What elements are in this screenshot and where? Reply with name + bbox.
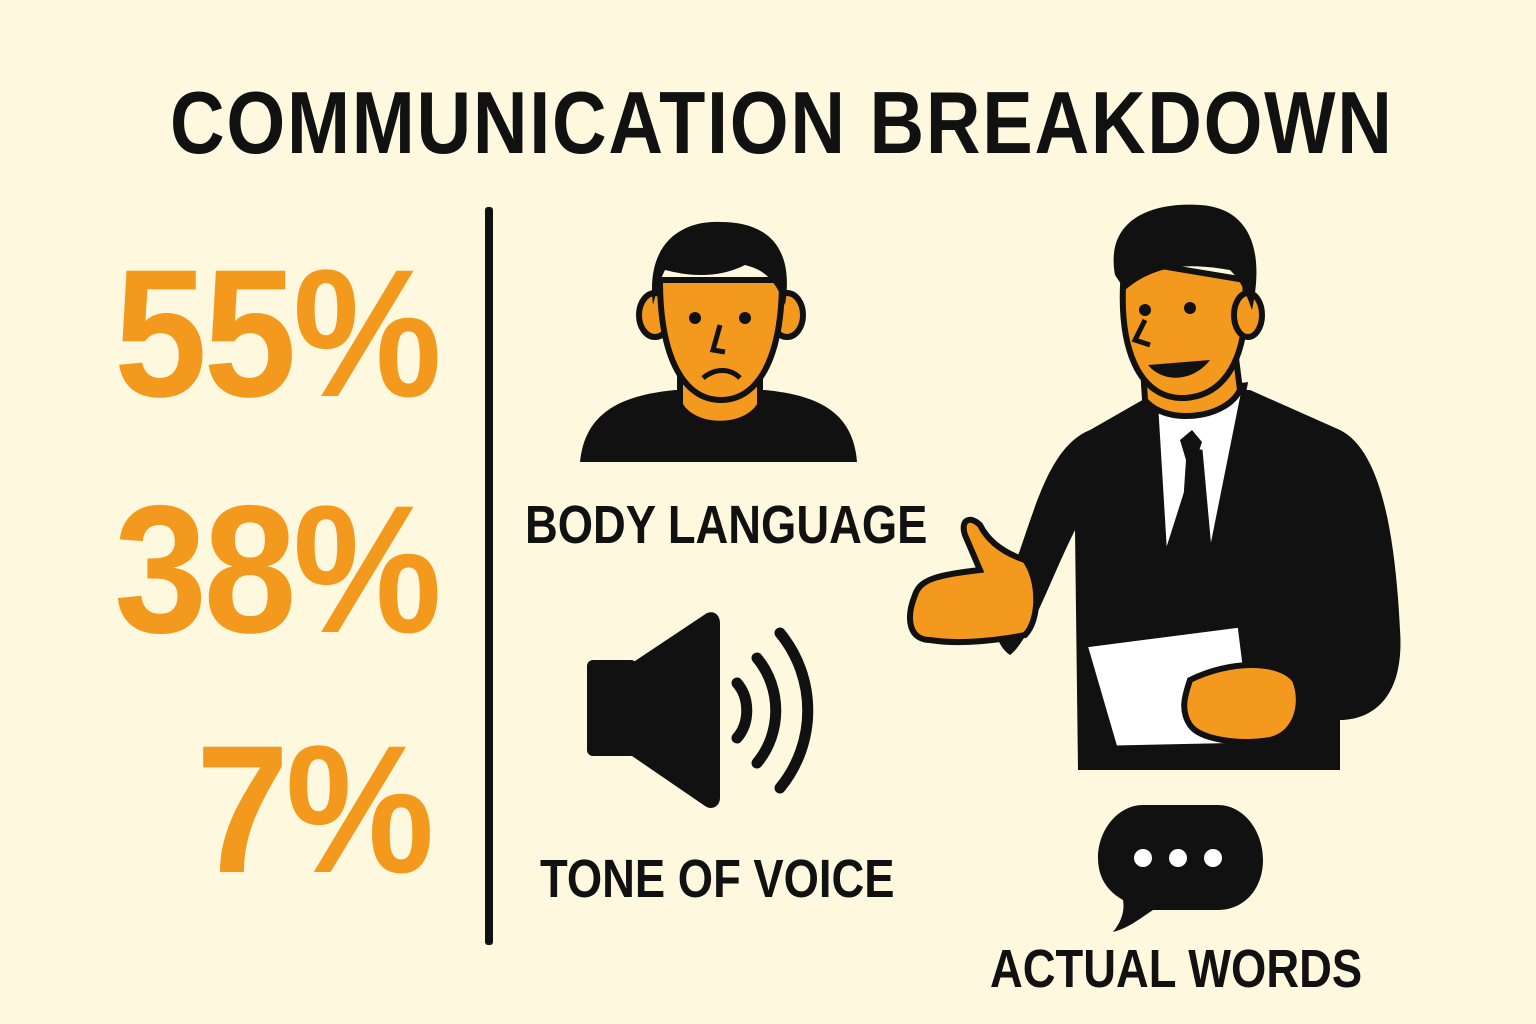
presenter-illustration <box>907 204 1401 770</box>
divider <box>485 207 493 945</box>
label-tone-of-voice: TONE OF VOICE <box>540 849 895 909</box>
percent-tone-of-voice: 38% <box>114 467 442 671</box>
label-actual-words: ACTUAL WORDS <box>990 939 1363 999</box>
page-title: COMMUNICATION BREAKDOWN <box>170 73 1394 172</box>
label-body-language: BODY LANGUAGE <box>525 495 928 555</box>
person-face-icon <box>580 221 857 462</box>
percent-body-language: 55% <box>114 231 442 435</box>
speaker-icon <box>587 612 814 809</box>
speech-bubble-icon <box>1098 805 1263 932</box>
percent-actual-words: 7% <box>196 707 434 911</box>
